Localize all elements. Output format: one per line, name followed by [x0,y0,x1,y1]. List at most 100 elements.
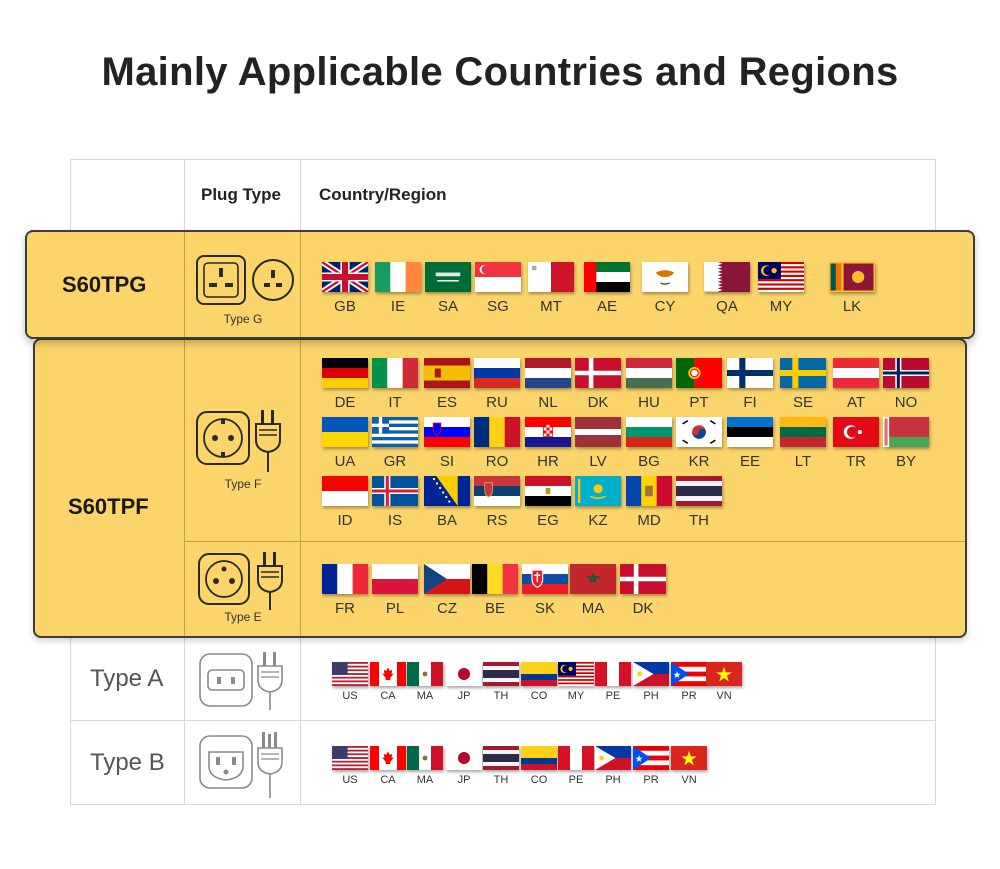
country-code: SK [534,600,555,617]
country-item-my: MY [558,662,594,702]
country-item-sk: SK [522,564,568,617]
country-item-be: BE [472,564,518,617]
country-code: BY [895,453,916,470]
country-code: MD [637,512,661,529]
flag-sg-icon [475,262,521,292]
country-code: JP [457,690,471,702]
country-code: IS [387,512,403,529]
flag-pe-icon [595,662,631,686]
country-item-tr: TR [833,417,879,470]
flag-dk-icon [575,358,621,388]
country-code: NL [538,394,558,411]
country-item-gb: GB [322,262,368,315]
flag-lt-icon [780,417,826,447]
country-item-us: US [332,662,368,702]
country-item-ua: UA [322,417,368,470]
country-code: CO [530,690,548,702]
country-item-cy: CY [642,262,688,315]
flag-rs-icon [474,476,520,506]
country-code: US [342,690,358,702]
flag-pl-icon [372,564,418,594]
flag-sa-icon [425,262,471,292]
type-b-socket-icon [199,732,283,798]
flag-eg-icon [525,476,571,506]
country-code: PR [681,690,697,702]
flag-sk-icon [522,564,568,594]
country-item-my: MY [758,262,804,315]
country-code: CA [380,774,396,786]
flag-qa-icon [704,262,750,292]
country-code: UA [334,453,356,470]
flag-cz-icon [424,564,470,594]
row-divider-typeab [70,720,936,721]
country-item-de: DE [322,358,368,411]
country-code: LK [842,298,862,315]
country-code: PL [385,600,405,617]
country-item-ie: IE [375,262,421,315]
flag-kz-icon [575,476,621,506]
country-item-sg: SG [475,262,521,315]
flag-gr-icon [372,417,418,447]
country-item-qa: QA [704,262,750,315]
flag-md-icon [626,476,672,506]
panel-divider [300,232,301,337]
country-item-lk: LK [829,262,875,315]
country-item-ca: CA [370,662,406,702]
country-code: GB [334,298,356,315]
country-item-jp: JP [446,662,482,702]
country-item-fr: FR [322,564,368,617]
flag-ua-icon [322,417,368,447]
country-code: VN [681,774,697,786]
country-item-at: AT [833,358,879,411]
flag-ma-icon [570,564,616,594]
country-code: PE [568,774,584,786]
flag-es-icon [424,358,470,388]
country-code: EE [739,453,760,470]
flag-be-icon [472,564,518,594]
type-f-socket-icon [196,410,281,472]
country-code: SI [439,453,455,470]
country-item-id: ID [322,476,368,529]
type-a-label: Type A [90,665,164,692]
country-code: IE [390,298,406,315]
type-b-label: Type B [90,749,165,776]
country-item-ae: AE [584,262,630,315]
country-item-eg: EG [525,476,571,529]
s60tpg-panel [25,230,975,339]
country-item-pe: PE [558,746,594,786]
country-item-ph: PH [633,662,669,702]
country-item-dk: DK [575,358,621,411]
country-code: VN [716,690,732,702]
model-s60tpg: S60TPG [62,272,147,297]
country-item-md: MD [626,476,672,529]
flag-ie-icon [375,262,421,292]
country-code: SE [792,394,813,411]
country-code: DK [632,600,654,617]
country-item-gr: GR [372,417,418,470]
country-code: TR [846,453,866,470]
type-g-socket-icon [196,255,294,305]
country-code: BG [638,453,660,470]
country-code: MY [567,690,585,702]
country-code: BE [484,600,505,617]
flag-lk-icon [829,262,875,292]
flag-kr-icon [676,417,722,447]
country-item-jp: JP [446,746,482,786]
flag-vn-icon [671,746,707,770]
flag-jp-icon [446,662,482,686]
country-code: TH [493,690,509,702]
flag-by-icon [883,417,929,447]
country-item-th: TH [676,476,722,529]
country-item-ro: RO [474,417,520,470]
flag-pe-icon [558,746,594,770]
header-plug-type: Plug Type [201,185,281,204]
panel-divider [184,340,185,636]
country-code: PT [689,394,709,411]
country-code: DK [587,394,609,411]
table-border-bottom [70,804,936,805]
flag-ph-icon [633,662,669,686]
country-code: HR [537,453,559,470]
country-code: US [342,774,358,786]
country-code: MY [769,298,793,315]
flag-co-icon [521,662,557,686]
